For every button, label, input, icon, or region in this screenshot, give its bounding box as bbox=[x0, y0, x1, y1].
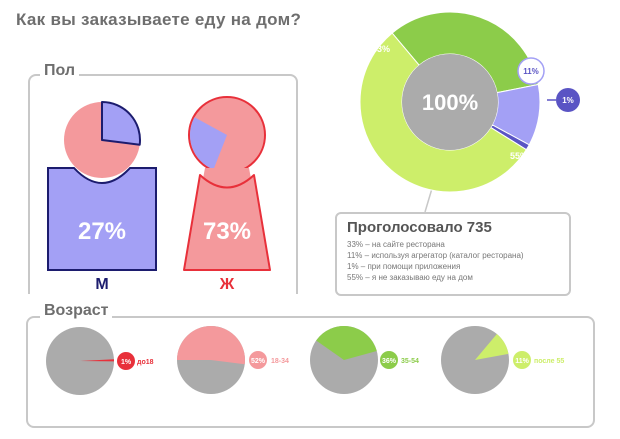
age-pie-over55: 11% после 55 bbox=[441, 326, 564, 394]
age-pie-over55-slice bbox=[475, 333, 509, 360]
gender-section-frame bbox=[28, 74, 298, 294]
female-minor-wedge bbox=[190, 117, 227, 170]
gender-section-title: Пол bbox=[40, 62, 80, 80]
female-body-bar bbox=[183, 174, 271, 271]
age-pie-35-54-slice bbox=[316, 326, 377, 360]
votes-total-title: Проголосовало 735 bbox=[347, 219, 492, 236]
age-range-18-34: 18-34 bbox=[271, 358, 289, 365]
age-percent-under18: 1% bbox=[121, 359, 132, 366]
male-letter-label: М bbox=[95, 276, 108, 293]
slice-label-app: 1% bbox=[562, 96, 574, 105]
votes-line-app: 1% – при помощи приложения bbox=[347, 262, 461, 271]
slice-badge-aggregator bbox=[517, 57, 545, 85]
votes-line-no-order: 55% – я не заказываю еду на дом bbox=[347, 273, 473, 282]
male-body-bar bbox=[47, 167, 157, 271]
page-title: Как вы заказываете еду на дом? bbox=[16, 10, 302, 29]
slice-label-site: 33% bbox=[372, 44, 390, 54]
donut-center-label: 100% bbox=[422, 90, 478, 115]
age-pie-35-54: 36% 35-54 bbox=[310, 326, 419, 394]
age-badge-over55 bbox=[513, 351, 531, 369]
slice-label-aggregator: 11% bbox=[523, 67, 539, 76]
donut-center-circle bbox=[402, 54, 498, 150]
male-percent-label: 27% bbox=[78, 218, 126, 245]
slice-label-no-order: 55% bbox=[510, 151, 528, 161]
age-percent-18-34: 52% bbox=[251, 358, 266, 365]
age-percent-35-54: 36% bbox=[382, 358, 397, 365]
male-figure: 27% М bbox=[47, 101, 157, 293]
age-badge-35-54 bbox=[380, 351, 398, 369]
age-range-over55: после 55 bbox=[534, 358, 564, 365]
age-section-frame bbox=[26, 316, 595, 428]
votes-line-aggregator: 11% – используя агрегатор (каталог ресто… bbox=[347, 251, 524, 260]
female-letter-label: Ж bbox=[219, 276, 235, 293]
votes-summary-box: Проголосовало 735 33% – на сайте рестора… bbox=[335, 212, 571, 296]
male-share-wedge bbox=[101, 101, 141, 146]
female-figure: 73% Ж bbox=[183, 96, 271, 293]
age-badge-18-34 bbox=[249, 351, 267, 369]
age-range-35-54: 35-54 bbox=[401, 358, 419, 365]
age-section-title: Возраст bbox=[40, 302, 113, 320]
age-pie-18-34-slice bbox=[177, 326, 245, 365]
age-pie-18-34: 52% 18-34 bbox=[177, 326, 289, 394]
slice-badge-app bbox=[556, 88, 580, 112]
female-percent-label: 73% bbox=[203, 218, 251, 245]
age-range-under18: до18 bbox=[137, 359, 154, 366]
age-badge-under18 bbox=[117, 352, 135, 370]
age-pie-under18-slice bbox=[80, 359, 114, 362]
age-pie-under18: 1% до18 bbox=[46, 327, 154, 395]
age-percent-over55: 11% bbox=[515, 358, 529, 365]
votes-line-site: 33% – на сайте ресторана bbox=[347, 240, 445, 249]
